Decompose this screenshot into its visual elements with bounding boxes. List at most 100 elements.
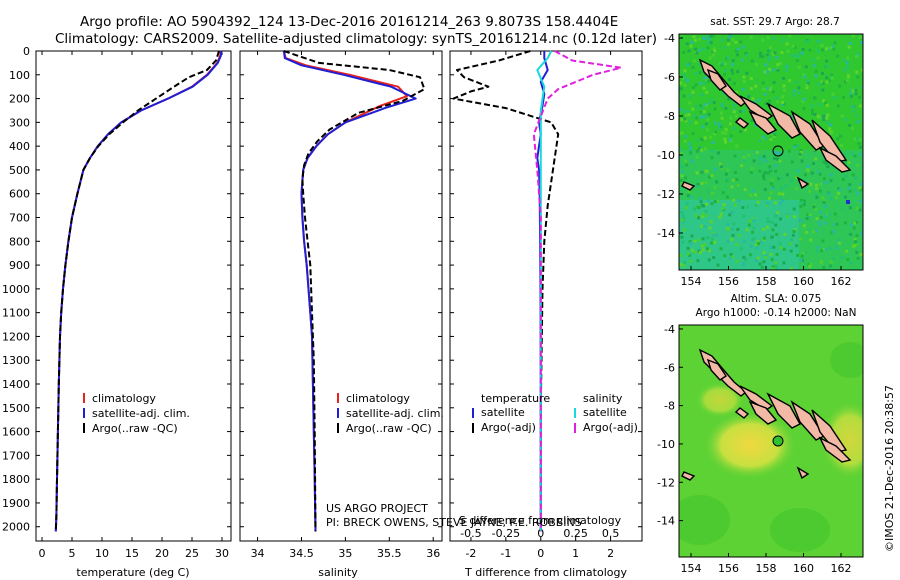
sst-pixel [762,251,766,255]
sst-pixel [684,76,687,80]
sla-map-frame [678,324,864,558]
sst-pixel [749,35,753,39]
depth-tick-label: 0 [23,45,30,58]
sst-pixel [719,125,723,129]
sst-pixel [768,220,771,224]
sst-pixel [813,96,817,100]
sst-pixel [856,256,860,260]
sst-pixel [844,159,848,163]
sst-pixel [804,230,808,234]
sst-pixel [811,112,815,116]
sst-pixel [815,217,819,221]
sst-pixel [763,171,767,175]
sst-pixel [808,213,812,217]
sst-pixel [811,230,815,234]
sst-pixel [822,200,826,204]
depth-tick-label: 2000 [2,521,30,534]
sst-pixel [691,132,695,136]
sst-pixel [814,157,818,161]
sst-pixel [753,100,757,104]
sst-pixel [689,151,693,155]
sst-pixel [825,76,829,80]
sst-pixel [731,233,735,237]
sst-pixel [791,44,795,48]
sst-pixel [705,202,709,206]
sst-pixel [816,56,820,60]
sst-pixel [743,128,747,132]
sst-pixel [757,98,761,102]
sst-pixel [786,214,789,218]
sst-pixel [762,87,766,91]
sst-pixel [735,243,739,247]
sst-pixel [773,151,777,155]
sst-pixel [812,148,816,152]
sst-pixel [842,153,846,157]
sst-pixel [853,189,857,193]
sst-pixel [723,131,727,135]
sst-pixel [732,110,736,114]
sst-pixel [814,207,818,211]
sst-pixel [762,177,766,181]
lat-tick-label: -6 [664,361,675,374]
sst-pixel [856,75,860,79]
sst-pixel [782,38,786,42]
sst-pixel [766,86,770,90]
sst-pixel [805,83,809,87]
sst-pixel [711,50,715,54]
sst-pixel [687,142,691,146]
sst-pixel [692,114,696,118]
sst-pixel [848,189,852,193]
s-tick-label: 0.25 [563,527,588,540]
sst-pixel [699,104,703,108]
legend-climatology-label: climatology [346,392,410,405]
sst-pixel [774,214,777,218]
x-tick-label: 10 [95,547,109,560]
sst-pixel [799,151,803,154]
sst-pixel [840,255,844,259]
sst-pixel [736,184,740,187]
sst-pixel [682,264,686,268]
sst-pixel [822,160,826,164]
sst-pixel [819,189,822,193]
sst-pixel [802,203,806,206]
sst-pixel [759,240,763,244]
sst-pixel [709,41,713,45]
sst-pixel [716,263,720,267]
sst-pixel [797,86,801,90]
sst-pixel [827,79,831,83]
sst-pixel [679,179,683,182]
sst-pixel [733,126,737,130]
sst-pixel [820,249,824,253]
sst-pixel [718,122,721,126]
sst-pixel [775,56,779,59]
sst-pixel [679,148,682,151]
sst-pixel [740,164,744,168]
sst-pixel [702,80,706,84]
sst-pixel [848,183,852,187]
island [818,436,852,463]
sst-pixel [681,214,685,218]
sst-pixel [824,161,828,165]
sst-pixel [835,222,839,226]
sst-pixel [829,46,833,49]
sst-pixel [710,156,714,160]
sst-pixel [812,162,815,165]
sst-pixel [693,38,697,42]
sst-pixel [719,212,723,216]
lon-tick-label: 160 [793,275,814,288]
sst-pixel [731,59,735,63]
sst-pixel [810,171,814,175]
sst-pixel [704,169,708,173]
sst-pixel [781,192,785,196]
sst-pixel [699,110,703,114]
sst-pixel [726,38,730,42]
sst-pixel [775,252,779,256]
sst-pixel [774,169,778,173]
sst-pixel [830,76,834,80]
sst-pixel [807,263,811,267]
sst-pixel [709,98,713,102]
sst-pixel [687,49,691,53]
sst-pixel [774,261,778,265]
sst-pixel [809,238,813,242]
sst-pixel [833,41,837,45]
